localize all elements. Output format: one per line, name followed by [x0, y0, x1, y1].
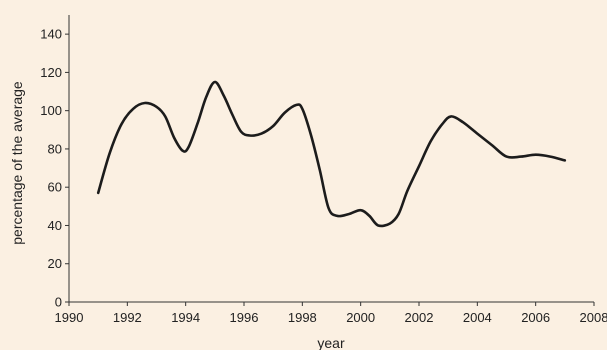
y-tick-label: 140: [40, 27, 62, 42]
x-tick-label: 2008: [580, 310, 607, 325]
y-tick-label: 80: [48, 141, 62, 156]
x-tick-label: 1990: [55, 310, 84, 325]
x-tick-label: 1994: [171, 310, 200, 325]
x-tick-label: 2000: [346, 310, 375, 325]
x-tick-label: 2002: [405, 310, 434, 325]
x-tick-label: 1998: [288, 310, 317, 325]
series-layer: [96, 80, 567, 228]
x-tick-label: 1996: [230, 310, 259, 325]
x-tick-label: 2004: [463, 310, 492, 325]
x-axis-label: year: [317, 335, 345, 350]
series-line-0: [96, 80, 567, 228]
y-axis-label: percentage of the average: [9, 81, 25, 245]
y-tick-label: 40: [48, 218, 62, 233]
x-tick-label: 2006: [521, 310, 550, 325]
y-axis-ticks: 0 20 40 60 80 100 120 140: [40, 27, 69, 310]
y-tick-label: 100: [40, 103, 62, 118]
y-tick-label: 0: [55, 295, 62, 310]
x-axis-ticks: 1990 1992 1994 1996 1998 2000 2002 2004 2006 2008: [55, 302, 607, 325]
y-tick-label: 60: [48, 180, 62, 195]
y-tick-label: 20: [48, 256, 62, 271]
x-tick-label: 1992: [113, 310, 142, 325]
y-tick-label: 120: [40, 65, 62, 80]
